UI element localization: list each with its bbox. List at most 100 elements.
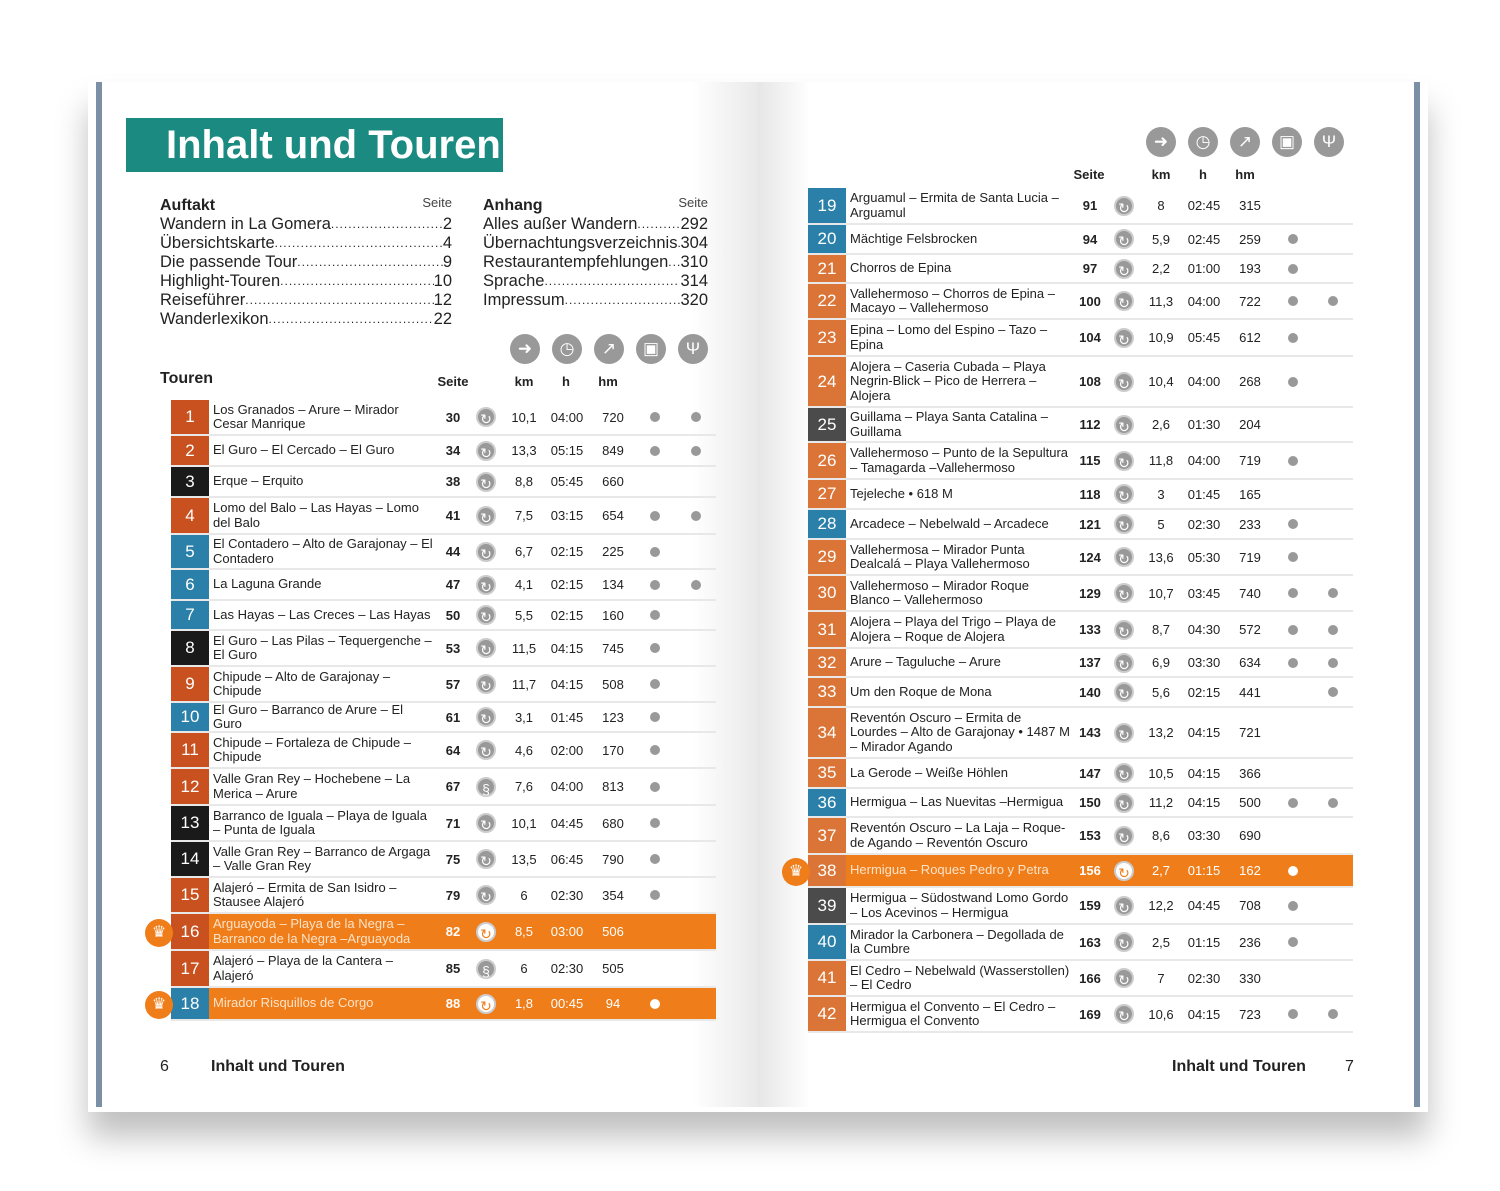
tour-number: 33 [808, 678, 846, 706]
tour-row[interactable]: 41 El Cedro – Nebelwald (Wasserstollen) –… [808, 961, 1353, 997]
toc-entry[interactable]: Sprache 314 [483, 272, 708, 291]
tour-row[interactable]: 8 El Guro – Las Pilas – Tequergenche – El… [171, 631, 716, 667]
tour-row[interactable]: 24 Alojera – Caseria Cubada – Playa Negri… [808, 357, 1353, 408]
bus-available-dot [1288, 296, 1298, 306]
tour-duration: 00:45 [550, 996, 584, 1011]
tour-duration: 02:30 [550, 961, 584, 976]
tour-row[interactable]: 12 Valle Gran Rey – Hochebene – La Merica… [171, 769, 716, 806]
toc-entry[interactable]: Übernachtungsverzeichnis304 [483, 234, 708, 253]
tour-number: 19 [808, 188, 846, 223]
tour-row[interactable]: 21 Chorros de Epina 97 ↻ 2,2 01:00 193 [808, 255, 1353, 284]
tour-row[interactable]: 40 Mirador la Carbonera – Degollada de la… [808, 925, 1353, 961]
tour-row[interactable]: 34 Reventón Oscuro – Ermita de Lourdes – … [808, 708, 1353, 759]
tour-row[interactable]: 30 Vallehermoso – Mirador Roque Blanco – … [808, 576, 1353, 612]
tour-duration: 05:45 [550, 474, 584, 489]
tour-row[interactable]: 10 El Guro – Barranco de Arure – El Guro 6… [171, 702, 716, 733]
tour-ascent: 634 [1239, 655, 1261, 670]
tour-row[interactable]: 28 Arcadece – Nebelwald – Arcadece 121 ↻ 5 02… [808, 510, 1353, 540]
bus-available-dot [1288, 865, 1298, 876]
tour-row[interactable]: 9 Chipude – Alto de Garajonay – Chipude 57… [171, 667, 716, 703]
tour-number: 13 [171, 806, 209, 840]
tour-row[interactable]: 20 Mächtige Felsbrocken 94 ↻ 5,9 02:45 259 [808, 225, 1353, 255]
tour-row[interactable]: 32 Arure – Taguluche – Arure 137 ↻ 6,9 03:30 6… [808, 649, 1353, 678]
tour-row[interactable]: 14 Valle Gran Rey – Barranco de Argaga – … [171, 842, 716, 878]
tour-number: 8 [171, 631, 209, 665]
tour-row[interactable]: 6 La Laguna Grande 47 ↻ 4,1 02:15 134 [171, 570, 716, 601]
toc-entry[interactable]: Die passende Tour 9 [160, 253, 452, 272]
toc-entry[interactable]: Restaurantempfehlungen 310 [483, 253, 708, 272]
tour-name: Hermigua – Roques Pedro y Petra [850, 862, 1049, 878]
tour-row[interactable]: 31 Alojera – Playa del Trigo – Playa de A… [808, 612, 1353, 649]
loop-route-icon: ↻ [1114, 547, 1134, 567]
toc-entry[interactable]: Impressum 320 [483, 291, 708, 310]
tour-row[interactable]: 35 La Gerode – Weiße Höhlen 147 ↻ 10,5 04:15 3… [808, 759, 1353, 789]
tour-duration: 04:30 [1187, 622, 1221, 637]
tour-row[interactable]: 15 Alajeró – Ermita de San Isidro –Stause… [171, 878, 716, 914]
tour-number: 34 [808, 708, 846, 757]
tour-row[interactable]: 23 Epina – Lomo del Espino – Tazo – Epina… [808, 320, 1353, 357]
tour-ascent: 315 [1239, 198, 1261, 213]
bus-available-dot [650, 818, 660, 828]
toc-entry[interactable]: Alles außer Wandern 292 [483, 215, 708, 234]
tour-row[interactable]: 13 Barranco de Iguala – Playa de Iguala –… [171, 806, 716, 842]
tour-row[interactable]: 4 Lomo del Balo – Las Hayas – Lomo del Ba… [171, 498, 716, 535]
tour-name: Alojera – Playa del Trigo – Playa de Alo… [850, 614, 1056, 644]
toc-entry-page: 292 [680, 215, 708, 233]
tour-row[interactable]: 37 Reventón Oscuro – La Laja – Roque-de A… [808, 818, 1353, 855]
tour-row[interactable]: 22 Vallehermoso – Chorros de Epina – Maca… [808, 284, 1353, 320]
tour-row[interactable]: 38 Hermigua – Roques Pedro y Petra 156 ↻ 2,7… [808, 855, 1353, 888]
tour-duration: 04:00 [550, 409, 584, 425]
toc-entry-page: 4 [442, 234, 452, 252]
tour-row[interactable]: 1 Los Granados – Arure – Mirador Cesar Ma… [171, 400, 716, 436]
tour-row[interactable]: 7 Las Hayas – Las Creces – Las Hayas 50 ↻ 5,… [171, 601, 716, 631]
tour-ascent: 506 [602, 924, 624, 939]
toc-entry[interactable]: Wandern in La Gomera 2 [160, 215, 452, 234]
signpost-icon: ➜ [510, 334, 540, 364]
tour-ascent: 720 [602, 409, 624, 425]
toc-entry-page: 22 [433, 310, 452, 328]
tour-duration: 04:00 [550, 779, 584, 794]
leader-dots [668, 253, 680, 272]
tour-row[interactable]: 5 El Contadero – Alto de Garajonay – El C… [171, 535, 716, 570]
tour-row[interactable]: 19 Arguamul – Ermita de Santa Lucia – Arg… [808, 188, 1353, 225]
tour-page: 82 [445, 924, 461, 939]
bus-available-dot [1288, 624, 1298, 635]
tour-row[interactable]: 18 Mirador Risquillos de Corgo 88 ↻ 1,8 00:45… [171, 988, 716, 1021]
tour-km: 10,9 [1148, 330, 1174, 345]
tour-duration: 03:30 [1187, 828, 1221, 843]
tour-km: 11,2 [1148, 795, 1174, 810]
tour-row[interactable]: 27 Tejeleche • 618 M 118 ↻ 3 01:45 165 [808, 480, 1353, 510]
toc-entry[interactable]: Highlight-Touren 10 [160, 272, 452, 291]
tour-row[interactable]: 25 Guillama – Playa Santa Catalina – Guil… [808, 408, 1353, 443]
tour-row[interactable]: 3 Erque – Erquito 38 ↻ 8,8 05:45 660 [171, 467, 716, 498]
restaurant-icon: Ψ [678, 334, 708, 364]
loop-route-icon: ↻ [476, 993, 496, 1014]
tour-row[interactable]: 11 Chipude – Fortaleza de Chipude – Chipu… [171, 733, 716, 769]
tour-row[interactable]: 29 Vallehermosa – Mirador Punta Dealcalá … [808, 540, 1353, 576]
tour-row[interactable]: 36 Hermigua – Las Nuevitas –Hermigua 150 ↻ 1… [808, 789, 1353, 818]
tour-row[interactable]: 39 Hermigua – Südostwand Lomo Gordo – Los… [808, 888, 1353, 925]
leader-dots [245, 291, 433, 310]
loop-route-icon: ↻ [1114, 327, 1134, 348]
tour-row[interactable]: 2 El Guro – El Cercado – El Guro 34 ↻ 13,3 05… [171, 436, 716, 467]
tour-name: Alajeró – Playa de la Cantera – Alajeró [213, 953, 393, 983]
column-header-h: h [562, 374, 570, 389]
page-number-right: 7 [1345, 1058, 1354, 1075]
tour-ascent: 134 [602, 577, 624, 592]
tour-duration: 04:15 [1187, 795, 1221, 810]
bus-available-dot [1288, 937, 1298, 947]
tour-row[interactable]: 17 Alajeró – Playa de la Cantera – Alajer… [171, 951, 716, 988]
tour-duration: 01:45 [1187, 486, 1221, 502]
tour-ascent: 708 [1239, 898, 1261, 913]
tour-km: 4,6 [514, 742, 534, 758]
tour-row[interactable]: 42 Hermigua el Convento – El Cedro – Herm… [808, 997, 1353, 1033]
tour-row[interactable]: 26 Vallehermoso – Punto de la Sepultura –… [808, 443, 1353, 480]
toc-entry[interactable]: Übersichtskarte 4 [160, 234, 452, 253]
toc-entry[interactable]: Reiseführer 12 [160, 291, 452, 310]
tour-number: 15 [171, 878, 209, 912]
loop-route-icon: ↻ [476, 407, 496, 427]
toc-entry-label: Alles außer Wandern [483, 215, 638, 233]
toc-entry[interactable]: Wanderlexikon 22 [160, 310, 452, 329]
tour-row[interactable]: 33 Um den Roque de Mona 140 ↻ 5,6 02:15 441 [808, 678, 1353, 708]
tour-row[interactable]: 16 Arguayoda – Playa de la Negra –Barranc… [171, 914, 716, 951]
